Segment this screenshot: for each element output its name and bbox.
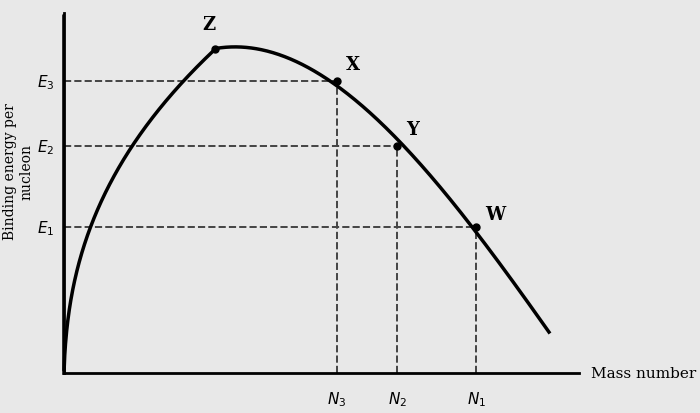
Text: Y: Y (407, 121, 419, 139)
Text: $N_3$: $N_3$ (327, 389, 346, 408)
Text: Binding energy per
nucleon: Binding energy per nucleon (3, 103, 33, 240)
Text: W: W (485, 206, 505, 224)
Text: $E_3$: $E_3$ (37, 73, 55, 92)
Text: $N_2$: $N_2$ (388, 389, 407, 408)
Text: X: X (346, 56, 360, 74)
Text: $N_1$: $N_1$ (467, 389, 486, 408)
Text: $E_1$: $E_1$ (37, 218, 55, 237)
Text: Mass number: Mass number (592, 366, 696, 380)
Text: $E_2$: $E_2$ (37, 138, 55, 156)
Text: Z: Z (202, 16, 216, 34)
